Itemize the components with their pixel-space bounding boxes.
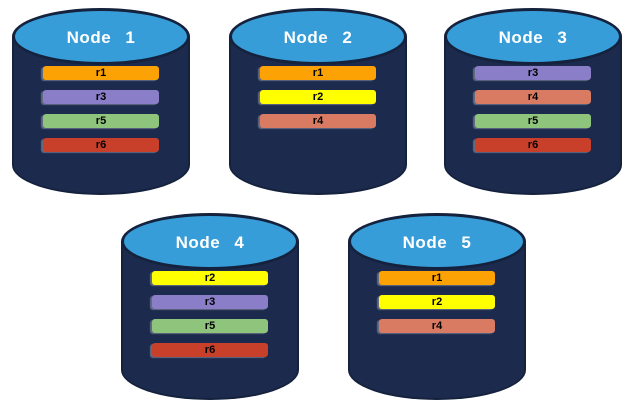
replica-bar-r2: r2 — [260, 90, 376, 104]
replica-label: r3 — [527, 66, 539, 79]
cylinder-top-ellipse: Node 5 — [348, 213, 526, 270]
replica-bar-r2: r2 — [379, 295, 495, 309]
replica-label: r4 — [431, 319, 443, 332]
node-title: Node 3 — [498, 27, 568, 47]
replica-label: r1 — [95, 66, 107, 79]
cylinder-top-ellipse: Node 3 — [444, 8, 622, 65]
node-cylinder-3: Node 3 r3 r4 r5 r6 — [444, 8, 622, 195]
replica-bar-r1: r1 — [260, 66, 376, 80]
replica-label: r5 — [204, 319, 216, 332]
replica-label: r2 — [312, 90, 324, 103]
replica-list: r1 r3 r5 r6 — [12, 66, 190, 152]
replica-bar-r5: r5 — [43, 114, 159, 128]
replica-bar-r4: r4 — [379, 319, 495, 333]
node-title: Node 2 — [283, 27, 353, 47]
node-cylinder-4: Node 4 r2 r3 r5 r6 — [121, 213, 299, 400]
replica-bar-r3: r3 — [43, 90, 159, 104]
replica-label: r2 — [431, 295, 443, 308]
replica-bar-r2: r2 — [152, 271, 268, 285]
replica-bar-r6: r6 — [152, 343, 268, 357]
replica-list: r3 r4 r5 r6 — [444, 66, 622, 152]
replica-bar-r5: r5 — [152, 319, 268, 333]
replica-bar-r3: r3 — [475, 66, 591, 80]
node-cylinder-1: Node 1 r1 r3 r5 r6 — [12, 8, 190, 195]
replica-label: r5 — [527, 114, 539, 127]
cylinder-top-ellipse: Node 1 — [12, 8, 190, 65]
replica-bar-r6: r6 — [475, 138, 591, 152]
replica-label: r6 — [204, 343, 216, 356]
node-cylinder-2: Node 2 r1 r2 r4 — [229, 8, 407, 195]
replica-label: r2 — [204, 271, 216, 284]
cylinder-top-ellipse: Node 2 — [229, 8, 407, 65]
replica-bar-r3: r3 — [152, 295, 268, 309]
replica-label: r4 — [527, 90, 539, 103]
replica-list: r1 r2 r4 — [348, 271, 526, 333]
node-cylinder-5: Node 5 r1 r2 r4 — [348, 213, 526, 400]
cylinder-top-ellipse: Node 4 — [121, 213, 299, 270]
replica-bar-r1: r1 — [379, 271, 495, 285]
node-title: Node 5 — [402, 232, 472, 252]
replica-list: r1 r2 r4 — [229, 66, 407, 128]
node-title: Node 1 — [66, 27, 136, 47]
replica-label: r3 — [204, 295, 216, 308]
replica-label: r6 — [95, 138, 107, 151]
replica-label: r6 — [527, 138, 539, 151]
replica-label: r4 — [312, 114, 324, 127]
replica-bar-r6: r6 — [43, 138, 159, 152]
replica-bar-r1: r1 — [43, 66, 159, 80]
replica-label: r5 — [95, 114, 107, 127]
replica-bar-r4: r4 — [475, 90, 591, 104]
replica-bar-r4: r4 — [260, 114, 376, 128]
replica-label: r3 — [95, 90, 107, 103]
replica-label: r1 — [431, 271, 443, 284]
replica-bar-r5: r5 — [475, 114, 591, 128]
replica-label: r1 — [312, 66, 324, 79]
node-title: Node 4 — [175, 232, 245, 252]
replica-list: r2 r3 r5 r6 — [121, 271, 299, 357]
